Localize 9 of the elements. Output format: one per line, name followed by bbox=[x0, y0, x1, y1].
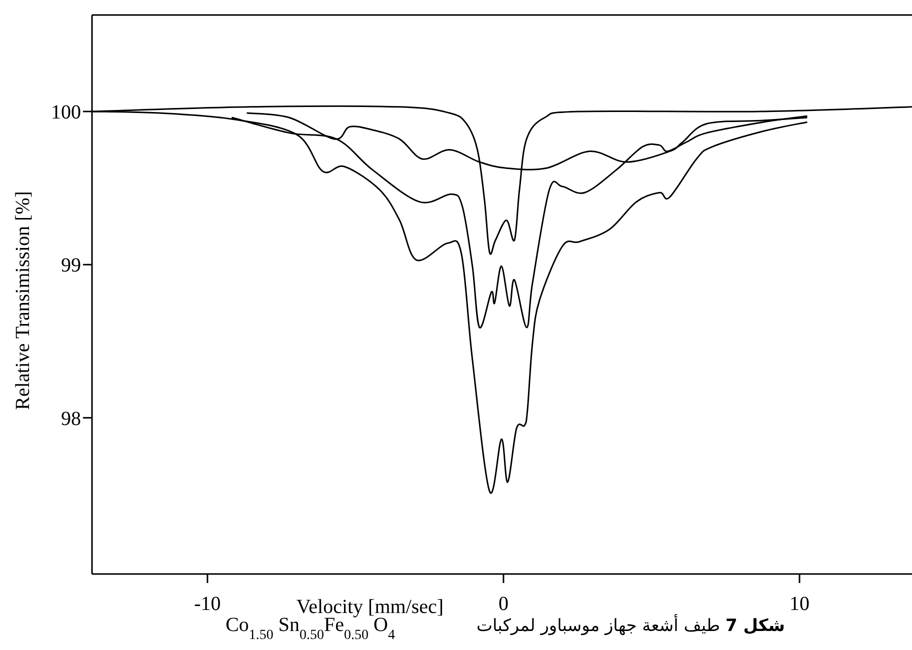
x-tick-label: 10 bbox=[790, 593, 810, 615]
y-tick-label: 100 bbox=[51, 101, 81, 124]
y-tick-label: 99 bbox=[61, 254, 81, 277]
y-tick-label: 98 bbox=[61, 408, 81, 430]
x-tick-label: -10 bbox=[194, 593, 221, 615]
text: شكل 7 طيف أشعة جهاز موسباور لمركبات bbox=[476, 614, 785, 636]
x-tick-label: 0 bbox=[498, 593, 508, 615]
x-axis-title: Velocity [mm/sec] bbox=[296, 596, 444, 618]
y-axis-title: Relative Transimission [%] bbox=[12, 191, 34, 410]
